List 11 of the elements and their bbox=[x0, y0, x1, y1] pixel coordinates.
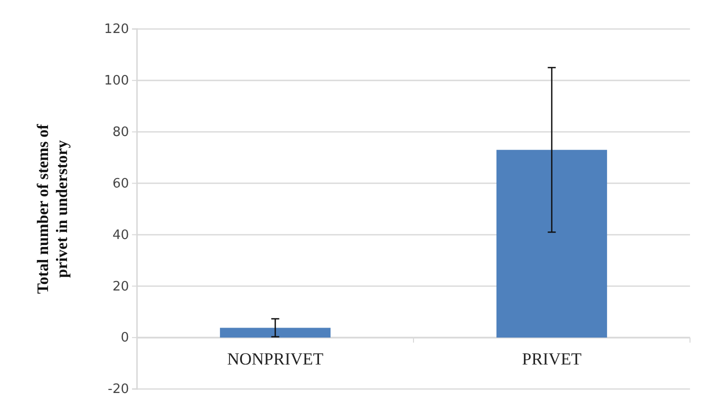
y-tick-label: 20 bbox=[112, 279, 129, 294]
x-tick-label: NONPRIVET bbox=[227, 350, 324, 369]
y-tick-label: -20 bbox=[108, 382, 129, 398]
y-tick-label: 80 bbox=[112, 125, 129, 140]
y-tick-label: 0 bbox=[120, 330, 129, 346]
x-tick-label: PRIVET bbox=[522, 350, 582, 369]
y-axis-title: Total number of stems of privet in understory bbox=[35, 123, 71, 294]
y-tick-label: 100 bbox=[104, 74, 129, 89]
y-tick-label: 60 bbox=[112, 176, 129, 192]
y-tick-label: 40 bbox=[112, 228, 129, 243]
y-tick-label: 120 bbox=[104, 22, 129, 38]
